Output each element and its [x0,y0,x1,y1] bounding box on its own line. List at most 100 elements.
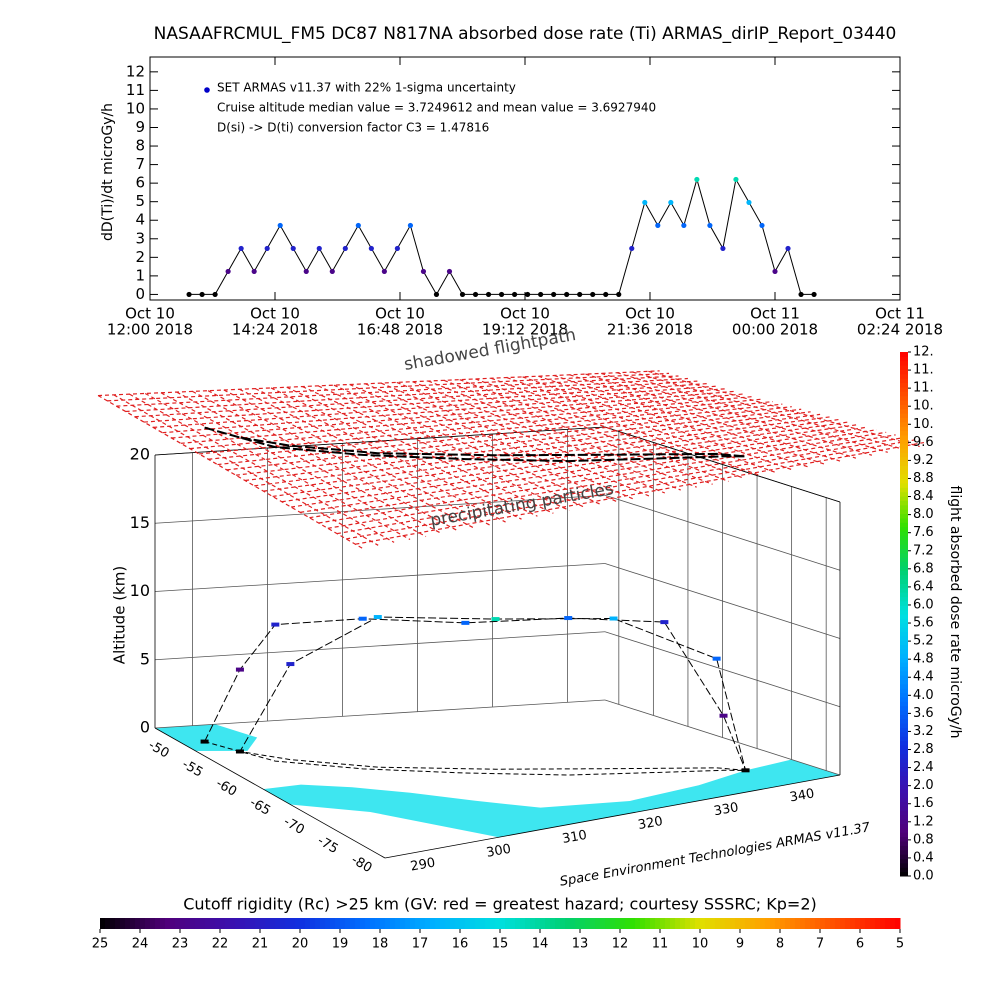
colorbar-cell [225,918,231,929]
data-point [277,222,283,229]
colorbar-cell [900,522,908,528]
colorbar-cell [165,918,171,929]
colorbar-cell [900,535,908,541]
colorbar-tick-label: 11. [913,381,934,396]
colorbar-cell [130,918,136,929]
colorbar-cell [820,918,826,929]
colorbar-cell [125,918,131,929]
data-point [603,291,609,298]
colorbar-label: flight absorbed dose rate microGy/h [947,486,963,739]
colorbar-cell [900,587,908,593]
y-tick-label: 8 [135,137,145,155]
colorbar-cell [815,918,821,929]
colorbar-cell [755,918,761,929]
colorbar-cell [140,918,146,929]
colorbar-cell [900,622,908,628]
y-tick-label: 5 [135,192,145,210]
colorbar-cell [525,918,531,929]
colorbar-cell [745,918,751,929]
data-point [199,291,205,298]
colorbar-cell [705,918,711,929]
colorbar-cell [375,918,381,929]
colorbar-cell [900,871,908,877]
colorbar-cell [380,918,386,929]
colorbar-cell [900,531,908,536]
colorbar-tick-label: 21 [252,937,269,952]
data-point [733,176,739,183]
hazard-grid [309,429,877,519]
data-point [655,222,661,229]
colorbar-cell [655,918,661,929]
colorbar-cell [650,918,656,929]
colorbar-tick-label: 8.0 [913,507,934,522]
dose-point [286,662,295,667]
data-point [342,245,348,252]
colorbar-cell [180,918,186,929]
data-point [577,291,583,298]
colorbar-tick-label: 23 [172,937,189,952]
data-point [707,222,713,229]
colorbar-cell [900,487,908,493]
colorbar-cell [900,513,908,519]
y-tick-label: 0 [135,285,145,303]
colorbar-cell [510,918,516,929]
colorbar-cell [730,918,736,929]
colorbar-tick-label: 2.8 [913,742,934,757]
data-point [798,291,804,298]
legend-label: SET ARMAS v11.37 with 22% 1-sigma uncert… [217,81,516,95]
colorbar-cell [900,395,908,401]
hazard-grid [412,381,681,491]
colorbar-cell [900,841,908,846]
colorbar-cell [900,452,908,458]
box-edge [384,774,841,859]
z-tick-label: 10 [130,581,150,600]
colorbar-cell [625,918,631,929]
rigidity-colorbar-label: Cutoff rigidity (Rc) >25 km (GV: red = g… [183,895,817,914]
colorbar-tick-label: 5.2 [913,634,934,649]
colorbar-cell [900,552,908,558]
colorbar-cell [665,918,671,929]
colorbar-cell [535,918,541,929]
colorbar-cell [900,771,908,777]
flight-track [204,616,747,771]
colorbar-tick-label: 2.0 [913,778,934,793]
colorbar-cell [200,918,206,929]
colorbar-cell [900,819,908,825]
colorbar-cell [900,504,908,510]
hazard-grid [226,406,792,471]
colorbar-cell [480,918,486,929]
colorbar-cell [900,849,908,855]
colorbar-cell [645,918,651,929]
colorbar-cell [900,762,908,768]
colorbar-cell [775,918,781,929]
colorbar-cell [875,918,881,929]
colorbar-cell [175,918,181,929]
colorbar-cell [900,583,908,589]
colorbar-cell [900,653,908,659]
data-point [811,291,817,298]
colorbar-cell [720,918,726,929]
colorbar-cell [550,918,556,929]
hazard-grid [176,391,443,535]
data-point [433,291,440,298]
x-tick-label: Oct 10 [625,305,675,323]
colorbar-cell [900,727,908,733]
colorbar-cell [900,696,908,702]
x-tick-label: 16:48 2018 [357,321,443,339]
colorbar-cell [120,918,126,929]
data-point [681,222,687,229]
colorbar-cell [800,918,806,929]
colorbar-cell [160,918,166,929]
colorbar-cell [900,867,908,873]
colorbar-tick-label: 22 [212,937,229,952]
x-tick-label: 12:00 2018 [107,321,193,339]
colorbar-cell [900,565,908,571]
dose-point [373,615,382,620]
data-point [720,245,726,252]
hazard-grid [153,385,717,428]
hazard-grid [116,375,679,407]
colorbar-tick-label: 0.8 [913,832,934,847]
x-tick-label: 21:36 2018 [607,321,693,339]
data-point [303,268,309,275]
colorbar-cell [900,544,908,549]
